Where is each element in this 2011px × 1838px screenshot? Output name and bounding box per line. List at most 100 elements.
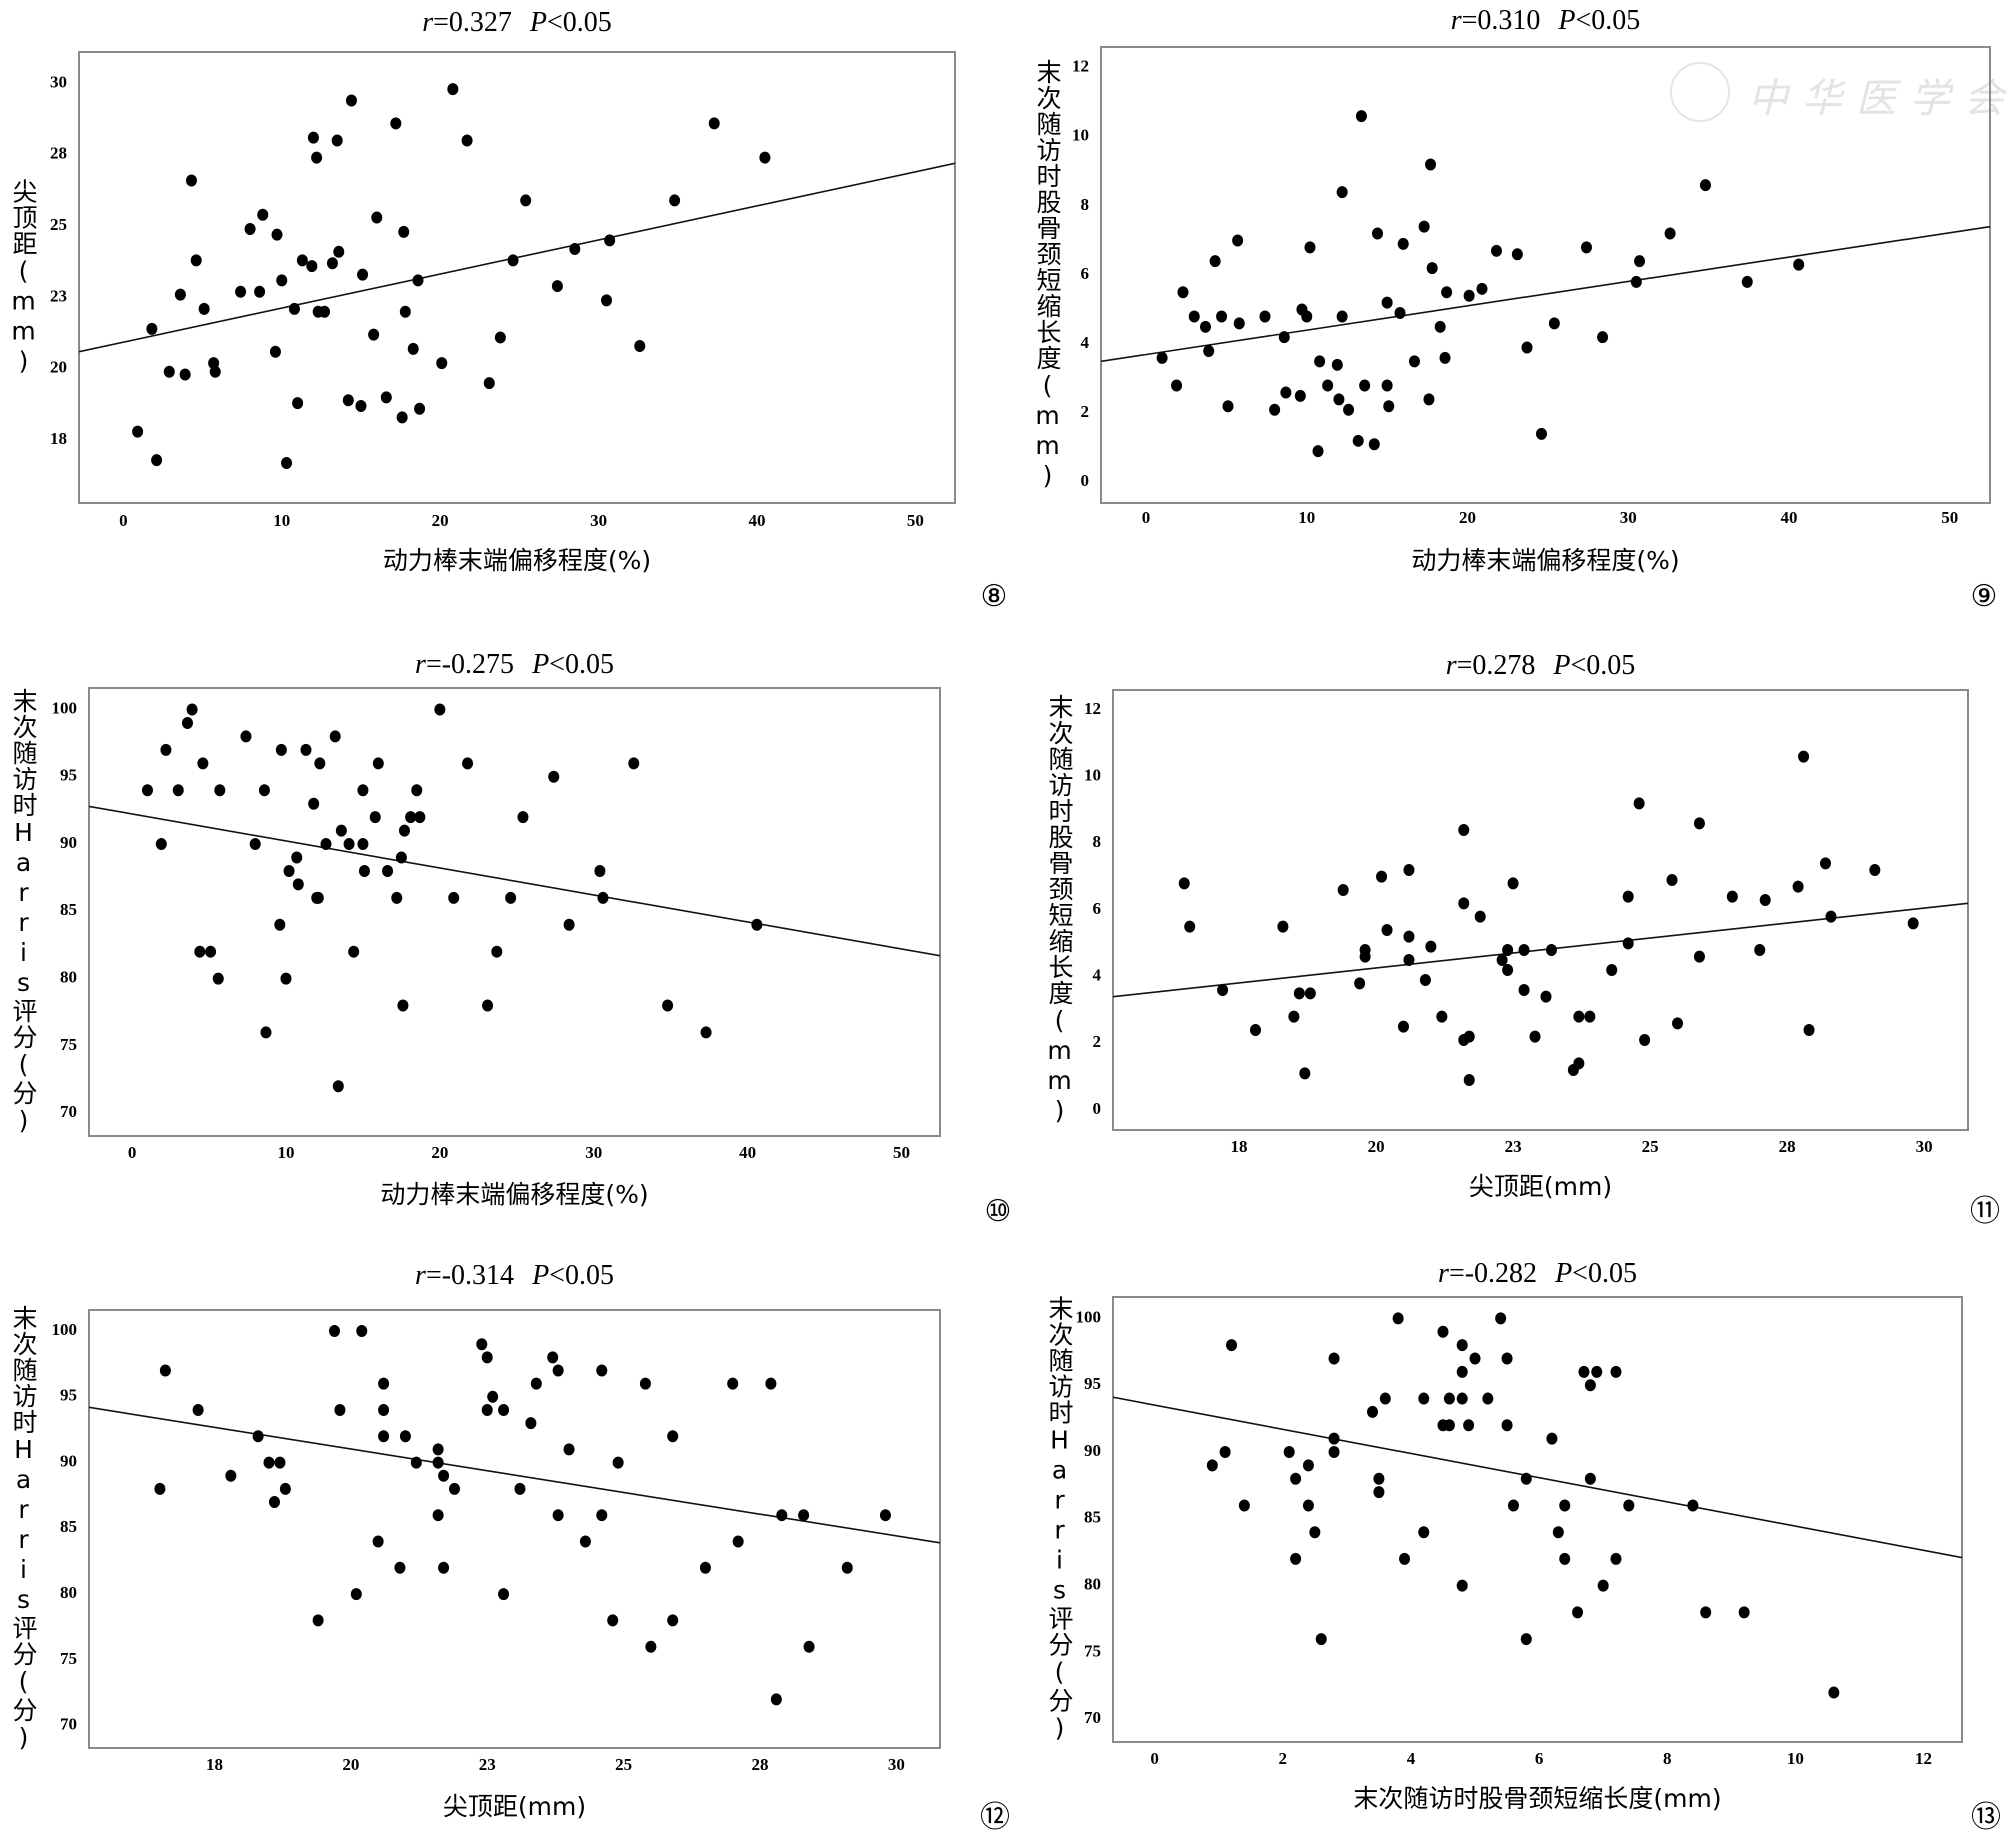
y-axis-label: 末次随访时Harris评分(分)	[9, 688, 38, 1136]
data-point	[159, 1364, 171, 1377]
x-axis-label: 动力棒末端偏移程度(%)	[1411, 546, 1679, 575]
data-point	[770, 1693, 782, 1706]
data-point	[1418, 1392, 1430, 1405]
data-point	[604, 234, 616, 247]
data-point	[1359, 379, 1371, 392]
y-tick-label: 90	[60, 1451, 77, 1470]
title-p-symbol: P	[531, 649, 549, 680]
data-point	[348, 945, 360, 958]
data-point	[1203, 345, 1215, 357]
y-tick-label: 70	[60, 1102, 77, 1121]
data-point	[1463, 1074, 1475, 1086]
data-point	[1726, 890, 1738, 903]
x-tick-label: 0	[1150, 1749, 1159, 1768]
data-point	[1156, 351, 1168, 364]
data-point	[174, 288, 186, 301]
data-point	[274, 918, 286, 931]
chart-title: r=0.310 P<0.05	[1451, 5, 1641, 36]
data-point	[1269, 403, 1281, 416]
x-tick-label: 2	[1279, 1749, 1288, 1768]
data-point	[334, 1403, 346, 1416]
x-tick-label: 20	[432, 511, 449, 530]
data-point	[368, 328, 380, 341]
data-point	[1496, 954, 1508, 966]
data-point	[382, 864, 394, 877]
data-point	[525, 1417, 537, 1430]
data-point	[1540, 990, 1552, 1003]
y-tick-label: 10	[1084, 766, 1101, 785]
data-point	[563, 918, 575, 931]
data-point	[1610, 1552, 1622, 1565]
data-point	[342, 394, 354, 407]
title-r-value: =0.327	[433, 7, 512, 38]
data-point	[601, 294, 613, 307]
data-point	[1379, 1392, 1391, 1405]
data-point	[491, 945, 503, 958]
data-point	[197, 757, 209, 770]
data-point	[1188, 310, 1200, 323]
data-point	[214, 784, 226, 797]
x-tick-label: 23	[1505, 1137, 1522, 1156]
title-r-symbol: r	[1438, 1258, 1449, 1289]
data-point	[1419, 974, 1431, 986]
data-point	[434, 703, 446, 716]
data-point	[281, 457, 293, 470]
data-point	[397, 999, 409, 1012]
data-point	[1367, 1405, 1379, 1418]
data-point	[1501, 1352, 1513, 1365]
data-point	[333, 245, 345, 258]
x-tick-label: 10	[273, 511, 290, 530]
data-point	[1623, 1499, 1635, 1512]
data-point	[569, 242, 581, 255]
y-tick-label: 25	[50, 215, 67, 234]
data-point	[405, 811, 417, 824]
data-point	[436, 357, 448, 370]
data-point	[1368, 438, 1380, 451]
data-point	[1373, 1486, 1385, 1499]
data-point	[288, 302, 300, 315]
data-point	[639, 1377, 651, 1390]
data-point	[1443, 1419, 1455, 1432]
data-point	[1355, 110, 1367, 123]
title-p-symbol: P	[1554, 1258, 1572, 1289]
data-point	[1315, 1633, 1327, 1646]
data-point	[1219, 1446, 1231, 1459]
data-point	[1436, 1010, 1448, 1023]
data-point	[1754, 944, 1766, 956]
data-point	[1520, 1633, 1532, 1646]
data-point	[1314, 355, 1326, 368]
y-tick-label: 70	[60, 1715, 77, 1734]
regression-line	[1113, 902, 1968, 998]
data-point	[1474, 910, 1486, 923]
data-point	[1443, 1392, 1455, 1405]
x-axis-label: 动力棒末端偏移程度(%)	[383, 546, 651, 575]
data-point	[1331, 358, 1343, 371]
data-point	[1798, 750, 1810, 763]
data-point	[1226, 1339, 1238, 1352]
x-tick-label: 25	[615, 1755, 632, 1774]
data-point	[225, 1469, 237, 1482]
data-point	[269, 345, 281, 358]
data-point	[634, 340, 646, 353]
title-r-symbol: r	[415, 649, 426, 680]
data-point	[1280, 386, 1292, 399]
data-point	[1622, 937, 1634, 950]
data-point	[517, 811, 529, 824]
data-point	[411, 784, 423, 797]
panel-number: ⑪	[1970, 1194, 2000, 1229]
data-point	[1426, 262, 1438, 275]
data-point	[1278, 331, 1290, 344]
x-tick-label: 20	[431, 1143, 448, 1162]
data-point	[190, 254, 202, 267]
data-point	[394, 1561, 406, 1574]
data-point	[1828, 1686, 1840, 1699]
data-point	[1482, 1392, 1494, 1405]
data-point	[482, 999, 494, 1012]
data-point	[1793, 258, 1805, 271]
data-point	[498, 1403, 510, 1416]
data-point	[1507, 877, 1519, 890]
data-point	[1552, 1526, 1564, 1539]
data-point	[1591, 1365, 1603, 1378]
data-point	[447, 83, 459, 96]
data-point	[185, 174, 197, 187]
